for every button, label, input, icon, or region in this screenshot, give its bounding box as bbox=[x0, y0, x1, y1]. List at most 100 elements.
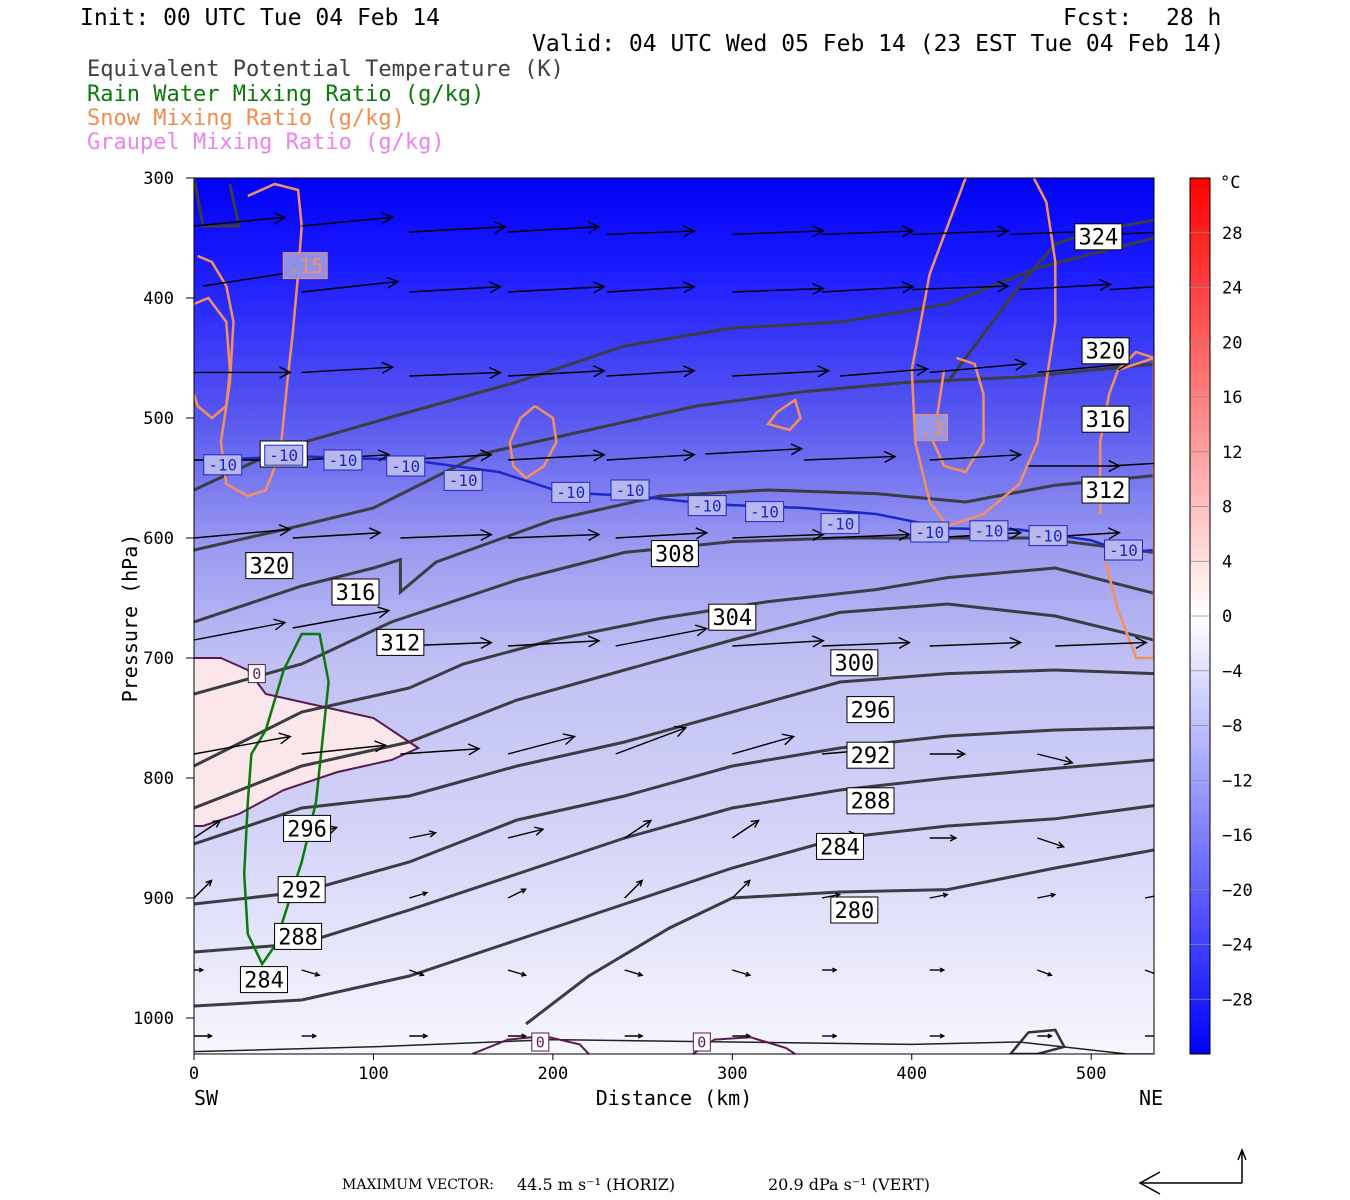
zero-label: 0 bbox=[692, 1032, 711, 1052]
x-tick-label: 300 bbox=[717, 1064, 748, 1084]
theta-e-label-box bbox=[1081, 476, 1130, 504]
wind-vector bbox=[1037, 969, 1053, 977]
wind-vector bbox=[194, 1033, 214, 1039]
wind-vector-head bbox=[832, 967, 838, 973]
wind-vector-head bbox=[587, 528, 601, 541]
y-tick-label: 400 bbox=[143, 289, 174, 309]
wind-vector bbox=[409, 830, 438, 839]
x-tick-label: 400 bbox=[896, 1064, 927, 1084]
wind-vector-head bbox=[494, 221, 508, 234]
zero-label-box bbox=[531, 1032, 550, 1052]
wind-vector-shaft bbox=[507, 640, 600, 647]
wind-vector bbox=[292, 606, 391, 629]
wind-vector-shaft bbox=[301, 280, 398, 293]
wind-vector bbox=[301, 276, 400, 293]
wind-vector-shaft bbox=[1109, 286, 1154, 291]
theta-e-label-text: 320 bbox=[249, 555, 289, 580]
theta-e-contour-280 bbox=[525, 848, 1154, 1026]
wind-vector bbox=[507, 635, 601, 648]
isotherm-label: -10 bbox=[820, 513, 860, 535]
y-tick-label: 500 bbox=[143, 409, 174, 429]
theta-e-label-box bbox=[846, 741, 895, 769]
wind-vector-head bbox=[1155, 972, 1159, 975]
legend-snow: Snow Mixing Ratio (g/kg) bbox=[87, 106, 405, 131]
wind-vector-head bbox=[198, 967, 205, 973]
theta-e-label-box bbox=[274, 922, 323, 950]
wind-vector-shaft bbox=[732, 640, 824, 647]
wind-vector-shaft bbox=[301, 366, 393, 374]
wind-vector-shaft bbox=[624, 969, 643, 976]
isotherm-label-text: -10 bbox=[1109, 541, 1138, 560]
isotherm-label: -10 bbox=[203, 454, 243, 476]
reference-vector bbox=[1138, 1147, 1247, 1195]
wind-vector bbox=[606, 449, 696, 462]
wind-vector-shaft bbox=[822, 230, 914, 236]
wind-vector-head bbox=[374, 740, 388, 753]
wind-vector-head bbox=[916, 363, 930, 376]
wind-vector bbox=[732, 365, 831, 378]
theta-e-label: 288 bbox=[274, 922, 323, 950]
wind-vector-head bbox=[683, 225, 696, 238]
theta-e-contour-312 bbox=[194, 474, 1154, 624]
theta-e-label: 288 bbox=[846, 787, 895, 815]
y-tick-label: 600 bbox=[143, 529, 174, 549]
wind-vector bbox=[507, 733, 577, 755]
isotherm-label-box bbox=[551, 481, 591, 503]
wind-vector-head bbox=[812, 635, 825, 648]
wind-vector bbox=[194, 879, 213, 899]
wind-vector-head bbox=[642, 819, 653, 828]
theta-e-label-text: 292 bbox=[851, 744, 891, 769]
wind-vector bbox=[615, 527, 709, 540]
wind-vector-head bbox=[637, 1033, 644, 1039]
wind-vector bbox=[1109, 286, 1154, 291]
wind-vector bbox=[194, 212, 287, 227]
wind-vector-shaft bbox=[911, 285, 1009, 291]
theta-e-label: 320 bbox=[245, 552, 294, 580]
wind-vector-shaft bbox=[839, 368, 928, 377]
wind-vector-head bbox=[949, 834, 958, 842]
x-axis-label: Distance (km) bbox=[596, 1086, 753, 1110]
wind-vector-head bbox=[593, 281, 606, 294]
wind-vector bbox=[507, 449, 606, 462]
wind-vector-head bbox=[422, 1033, 429, 1039]
isotherm-label-text: -10 bbox=[391, 457, 420, 476]
wind-vector-head bbox=[212, 819, 222, 828]
theta-e-label-box bbox=[846, 696, 895, 724]
forecast-hour: 28 h bbox=[1166, 5, 1222, 31]
wind-vector-head bbox=[428, 830, 438, 838]
x-tick-label: 200 bbox=[538, 1064, 569, 1084]
theta-e-label-box bbox=[830, 649, 879, 677]
wind-vector-head bbox=[1009, 449, 1023, 462]
colorbar-tick-label: −28 bbox=[1222, 990, 1253, 1010]
wind-vector bbox=[409, 891, 429, 899]
isotherm-label-text: -10 bbox=[616, 481, 645, 500]
y-axis-label: Pressure (hPa) bbox=[118, 534, 142, 703]
colorbar-tick-label: 16 bbox=[1222, 388, 1242, 408]
wind-vector bbox=[301, 740, 388, 755]
theta-e-label-text: 320 bbox=[1086, 340, 1126, 365]
wind-vector-shaft bbox=[1037, 837, 1064, 848]
theta-e-label-text: 288 bbox=[851, 790, 891, 815]
wind-vector-shaft bbox=[624, 819, 652, 839]
isotherm-label-box bbox=[323, 449, 363, 471]
wind-vector bbox=[400, 743, 481, 756]
wind-vector-head bbox=[207, 1033, 214, 1039]
theta-e-label: 316 bbox=[331, 578, 380, 606]
wind-vector-shaft bbox=[615, 532, 707, 539]
wind-vector-shaft bbox=[804, 455, 896, 461]
wind-vector bbox=[615, 725, 688, 755]
wind-vector bbox=[732, 528, 825, 541]
wind-vector-head bbox=[467, 743, 481, 756]
wind-vector bbox=[409, 969, 425, 977]
wind-vector bbox=[731, 879, 751, 899]
colorbar-unit: °C bbox=[1220, 173, 1240, 193]
isotherm-label-text: -10 bbox=[328, 451, 357, 470]
wind-vector-shaft bbox=[409, 371, 501, 377]
theta-e-label: 280 bbox=[830, 896, 879, 924]
wind-vector bbox=[301, 212, 395, 227]
wind-vector-head bbox=[1056, 841, 1066, 849]
wind-vector-shaft bbox=[409, 226, 506, 233]
wind-vector-head bbox=[898, 528, 912, 541]
wind-vector bbox=[929, 892, 949, 899]
wind-vector bbox=[929, 358, 1028, 374]
